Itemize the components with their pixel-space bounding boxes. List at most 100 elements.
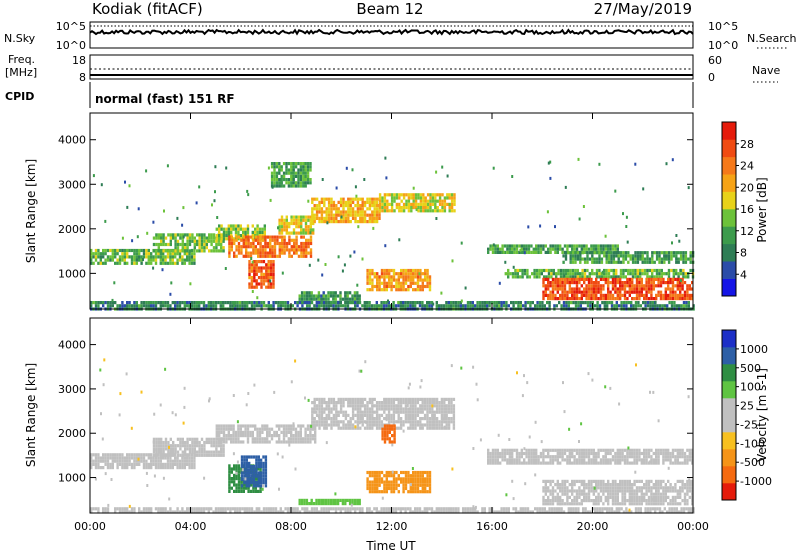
heatmap-cell	[104, 456, 106, 459]
heatmap-cell	[272, 186, 274, 189]
heatmap-cell	[617, 455, 619, 458]
heatmap-cell	[607, 452, 609, 455]
heatmap-cell	[670, 254, 672, 257]
heatmap-cell	[259, 440, 261, 443]
heatmap-cell	[266, 431, 268, 434]
heatmap-cell	[302, 172, 304, 175]
heatmap-cell	[265, 263, 267, 266]
heatmap-cell	[269, 239, 271, 242]
heatmap-cell	[626, 281, 628, 284]
heatmap-cell	[533, 269, 535, 272]
heatmap-cell	[565, 304, 567, 307]
heatmap-cell	[614, 291, 616, 294]
heatmap-cell	[677, 281, 679, 284]
heatmap-cell	[498, 304, 500, 307]
heatmap-cell	[316, 301, 318, 304]
heatmap-cell	[393, 209, 395, 212]
heatmap-cell	[440, 292, 442, 295]
heatmap-cell	[638, 452, 640, 455]
heatmap-cell	[506, 462, 508, 465]
heatmap-cell	[638, 287, 640, 290]
heatmap-cell	[366, 207, 368, 210]
heatmap-cell	[359, 204, 361, 207]
heatmap-cell	[529, 304, 531, 307]
heatmap-cell	[446, 427, 448, 430]
heatmap-cell	[262, 471, 264, 474]
heatmap-cell	[174, 460, 176, 463]
heatmap-cell	[646, 269, 648, 272]
heatmap-cell	[266, 440, 268, 443]
heatmap-cell	[453, 200, 455, 203]
heatmap-cell	[362, 220, 364, 223]
heatmap-cell	[679, 452, 681, 455]
heatmap-cell	[639, 272, 641, 275]
heatmap-cell	[366, 288, 368, 291]
heatmap-cell	[344, 263, 346, 266]
heatmap-cell	[626, 297, 628, 300]
heatmap-cell	[186, 252, 188, 255]
heatmap-cell	[660, 291, 662, 294]
heatmap-cell	[316, 407, 318, 410]
heatmap-cell	[258, 270, 260, 273]
heatmap-cell	[398, 272, 400, 275]
heatmap-cell	[667, 455, 669, 458]
heatmap-cell	[602, 458, 604, 461]
heatmap-cell	[298, 248, 300, 251]
heatmap-cell	[439, 200, 441, 203]
heatmap-cell	[102, 301, 104, 304]
heatmap-cell	[566, 297, 568, 300]
heatmap-cell	[672, 297, 674, 300]
heatmap-cell	[383, 288, 385, 291]
heatmap-cell	[643, 462, 645, 465]
heatmap-cell	[631, 449, 633, 452]
heatmap-cell	[426, 477, 428, 480]
heatmap-cell	[559, 244, 561, 247]
heatmap-cell	[290, 216, 292, 219]
heatmap-cell	[359, 417, 361, 420]
heatmap-cell	[521, 452, 523, 455]
heatmap-cell	[359, 499, 361, 502]
heatmap-cell	[340, 198, 342, 201]
heatmap-cell	[257, 239, 259, 242]
heatmap-cell	[499, 282, 501, 285]
heatmap-cell	[256, 434, 258, 437]
heatmap-cell	[618, 254, 620, 257]
heatmap-cell	[167, 304, 169, 307]
heatmap-cell	[304, 437, 306, 440]
heatmap-cell	[559, 455, 561, 458]
heatmap-cell	[415, 203, 417, 206]
heatmap-cell	[675, 254, 677, 257]
heatmap-cell	[145, 453, 147, 456]
heatmap-cell	[412, 423, 414, 426]
heatmap-cell	[186, 301, 188, 304]
heatmap-cell	[184, 252, 186, 255]
heatmap-cell	[545, 278, 547, 281]
heatmap-cell	[225, 234, 227, 237]
heatmap-cell	[323, 411, 325, 414]
heatmap-cell	[174, 240, 176, 243]
heatmap-cell	[669, 287, 671, 290]
heatmap-cell	[109, 255, 111, 258]
heatmap-cell	[359, 198, 361, 201]
heatmap-cell	[186, 237, 188, 240]
heatmap-cell	[330, 301, 332, 304]
heatmap-cell	[260, 459, 262, 462]
heatmap-cell	[167, 463, 169, 466]
heatmap-cell	[312, 434, 314, 437]
heatmap-cell	[688, 301, 690, 304]
heatmap-cell	[186, 444, 188, 447]
heatmap-cell	[155, 441, 157, 444]
heatmap-cell	[561, 294, 563, 297]
heatmap-cell	[631, 287, 633, 290]
heatmap-cell	[591, 251, 593, 254]
heatmap-cell	[338, 401, 340, 404]
heatmap-cell	[431, 407, 433, 410]
heatmap-cell	[597, 287, 599, 290]
heatmap-cell	[174, 262, 176, 265]
heatmap-cell	[535, 452, 537, 455]
heatmap-cell	[517, 301, 519, 304]
heatmap-cell	[564, 294, 566, 297]
heatmap-cell	[295, 236, 297, 239]
heatmap-cell	[641, 272, 643, 275]
heatmap-cell	[264, 245, 266, 248]
